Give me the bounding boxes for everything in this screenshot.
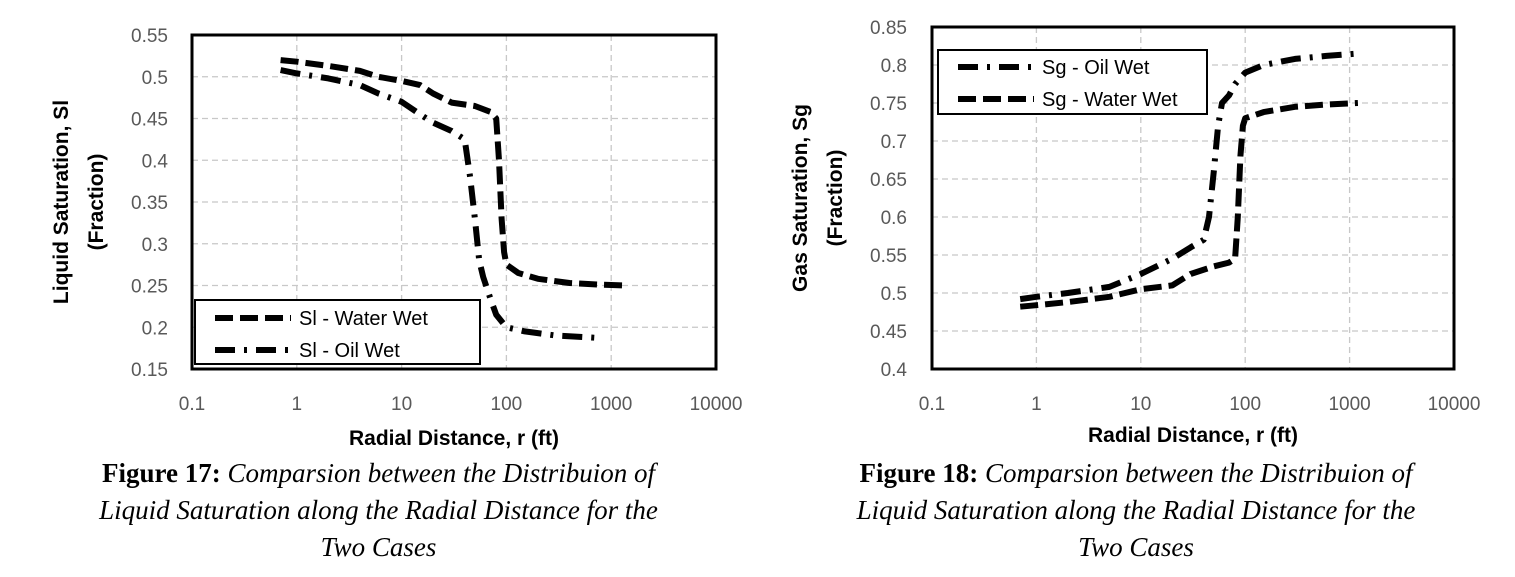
y-tick-label: 0.65 [870, 170, 907, 191]
y-tick-label: 0.4 [142, 151, 169, 172]
caption-line-1: Comparsion between the Distribuion of [984, 458, 1413, 488]
x-tick-label: 0.1 [919, 394, 945, 415]
series-line-1 [1019, 100, 1359, 310]
legend-box [194, 299, 481, 365]
legend: Sl - Water Wet Sl - Oil Wet [194, 299, 481, 365]
series-line-1 [280, 67, 602, 342]
chart-liquid-saturation: 0.15 0.2 0.25 0.3 0.35 0.4 0.45 0.5 0.55 0.1 1 10 10… [50, 26, 743, 450]
legend-box [937, 49, 1208, 115]
y-axis-title-line: (Fraction) [824, 150, 847, 247]
y-axis-title-line: Gas Saturation, Sg [789, 104, 812, 292]
x-tick-label: 10000 [690, 394, 743, 415]
caption-line-2: Liquid Saturation along the Radial Dista… [856, 495, 1416, 525]
y-tick-label: 0.75 [870, 94, 907, 115]
y-tick-label: 0.6 [881, 208, 907, 229]
x-tick-label: 1000 [590, 394, 632, 415]
legend-label: Sl - Water Wet [299, 308, 428, 330]
y-tick-label: 0.45 [131, 110, 168, 131]
legend-label: Sg - Oil Wet [1042, 57, 1150, 79]
y-axis-title-line: (Fraction) [85, 154, 108, 251]
caption-line-2: Liquid Saturation along the Radial Dista… [99, 495, 658, 525]
series-line-0 [1019, 50, 1359, 303]
y-tick-label: 0.55 [131, 26, 168, 47]
figure-17-caption: Figure 17: Comparsion between the Distri… [0, 455, 757, 566]
x-tick-label: 10 [391, 394, 412, 415]
y-tick-label: 0.3 [142, 235, 168, 256]
y-tick-label: 0.85 [870, 18, 907, 39]
x-tick-label: 1 [1031, 394, 1042, 415]
series-line-0 [280, 57, 627, 289]
figure-18-caption: Figure 18: Comparsion between the Distri… [757, 455, 1515, 566]
x-tick-label: 100 [1229, 394, 1261, 415]
y-tick-label: 0.8 [881, 56, 907, 77]
y-tick-label: 0.4 [881, 360, 908, 381]
y-tick-label: 0.25 [131, 277, 168, 298]
caption-label: Figure 17: [102, 458, 221, 488]
caption-label: Figure 18: [859, 458, 979, 488]
y-tick-label: 0.55 [870, 246, 907, 267]
y-tick-label: 0.7 [881, 132, 907, 153]
caption-line-1: Comparsion between the Distribuion of [227, 458, 655, 488]
x-tick-label: 10000 [1428, 394, 1481, 415]
y-tick-label: 0.35 [131, 193, 168, 214]
caption-line-3: Two Cases [1078, 532, 1194, 562]
plot-border [930, 25, 1456, 371]
y-tick-label: 0.15 [131, 360, 168, 381]
y-tick-label: 0.5 [142, 68, 168, 89]
x-tick-label: 100 [491, 394, 523, 415]
legend-label: Sl - Oil Wet [299, 340, 400, 362]
y-tick-label: 0.45 [870, 322, 907, 343]
y-axis-title-line: Liquid Saturation, Sl [50, 100, 73, 304]
x-axis-title: Radial Distance, r (ft) [349, 427, 559, 450]
x-tick-label: 10 [1130, 394, 1151, 415]
x-tick-label: 1 [292, 394, 303, 415]
caption-line-3: Two Cases [320, 532, 437, 562]
x-tick-label: 1000 [1328, 394, 1370, 415]
plot-border [190, 33, 718, 371]
y-tick-label: 0.5 [881, 284, 907, 305]
x-tick-label: 0.1 [179, 394, 205, 415]
legend-label: Sg - Water Wet [1042, 89, 1178, 111]
y-tick-label: 0.2 [142, 318, 168, 339]
chart-gas-saturation: 0.4 0.45 0.5 0.55 0.6 0.65 0.7 0.75 0.8 0.85 0.1 1 1… [789, 18, 1481, 447]
legend: Sg - Oil Wet Sg - Water Wet [937, 49, 1208, 115]
x-axis-title: Radial Distance, r (ft) [1088, 424, 1298, 447]
